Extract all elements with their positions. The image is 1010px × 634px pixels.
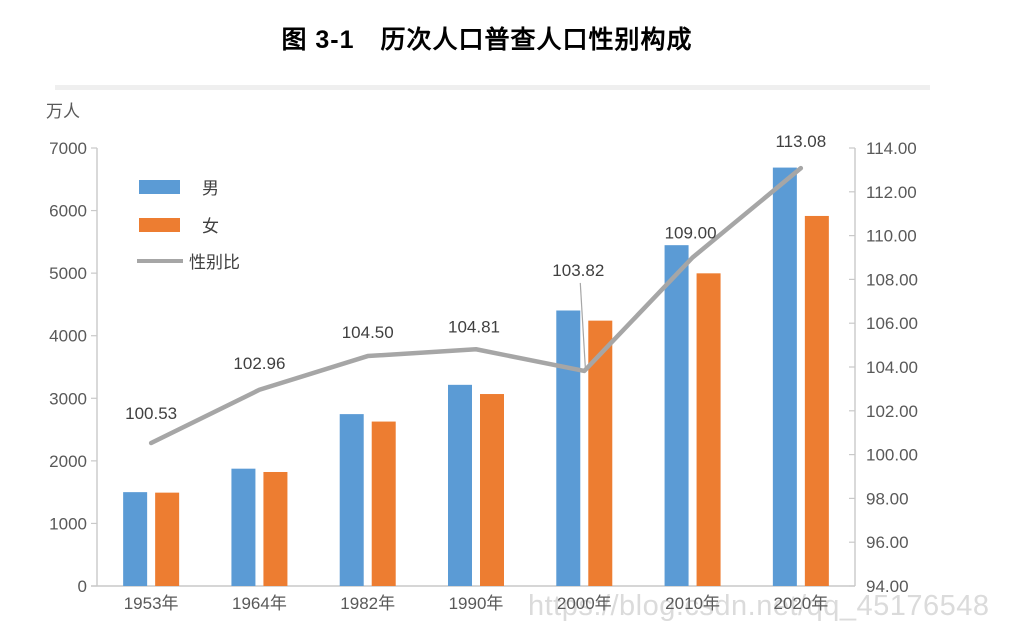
bar-female-2010年 bbox=[696, 273, 721, 586]
male-color-swatch-icon bbox=[139, 179, 180, 194]
left-axis-tick-label: 4000 bbox=[49, 327, 87, 346]
right-axis-tick-label: 114.00 bbox=[866, 139, 917, 158]
right-axis-tick-label: 108.00 bbox=[866, 270, 918, 289]
bar-male-1990年 bbox=[448, 384, 472, 586]
bar-female-1982年 bbox=[371, 421, 396, 586]
bar-male-2010年 bbox=[664, 245, 689, 586]
left-axis-tick-label: 1000 bbox=[49, 514, 87, 533]
left-axis-tick-label: 2000 bbox=[49, 452, 87, 471]
point-label-2010年: 109.00 bbox=[665, 224, 717, 243]
x-axis-category-label: 2010年 bbox=[665, 594, 720, 613]
right-axis-tick-label: 104.00 bbox=[866, 358, 918, 377]
left-axis-unit-label: 万人 bbox=[46, 102, 80, 121]
point-label-1982年: 104.50 bbox=[342, 323, 394, 342]
bar-male-2000年 bbox=[556, 310, 581, 586]
legend-ratio-label: 性别比 bbox=[189, 253, 240, 272]
left-axis-tick-label: 3000 bbox=[49, 389, 87, 408]
bar-female-2020年 bbox=[804, 215, 829, 586]
legend-item-ratio: 性别比 bbox=[137, 248, 240, 273]
left-axis-tick-label: 5000 bbox=[49, 264, 87, 283]
right-axis-tick-label: 112.00 bbox=[866, 183, 917, 202]
x-axis-category-label: 2020年 bbox=[773, 594, 828, 613]
bar-female-1953年 bbox=[155, 492, 180, 586]
ratio-line bbox=[148, 165, 804, 446]
right-axis-tick-label: 94.00 bbox=[866, 577, 909, 596]
left-axis-tick-label: 6000 bbox=[49, 202, 87, 221]
watermark: https://blog.csdn.net/qq_45176548 bbox=[528, 590, 990, 622]
bar-female-1990年 bbox=[480, 394, 504, 586]
right-axis-tick-label: 106.00 bbox=[866, 314, 918, 333]
x-axis-category-label: 1964年 bbox=[232, 594, 287, 613]
right-axis-tick-label: 102.00 bbox=[866, 402, 918, 421]
x-axis-category-label: 1990年 bbox=[449, 594, 504, 613]
chart-title: 图 3-1 历次人口普查人口性别构成 bbox=[281, 26, 693, 54]
legend-item-male: 男 bbox=[139, 174, 219, 199]
top-divider-band bbox=[55, 85, 930, 90]
x-axis-category-label: 1953年 bbox=[124, 594, 179, 613]
bar-male-1982年 bbox=[339, 414, 364, 586]
point-label-1953年: 100.53 bbox=[125, 404, 177, 423]
bar-male-1953年 bbox=[123, 492, 148, 586]
female-color-swatch-icon bbox=[139, 217, 180, 232]
point-label-2000年: 103.82 bbox=[552, 261, 604, 280]
right-axis-tick-label: 98.00 bbox=[866, 489, 909, 508]
x-axis-category-label: 1982年 bbox=[340, 594, 395, 613]
bar-male-2020年 bbox=[772, 167, 797, 587]
right-axis-tick-label: 96.00 bbox=[866, 533, 909, 552]
bar-female-1964年 bbox=[263, 471, 288, 586]
left-axis-tick-label: 0 bbox=[78, 577, 87, 596]
ratio-line-swatch-icon bbox=[137, 258, 183, 263]
bar-male-1964年 bbox=[231, 468, 256, 586]
right-axis-tick-label: 110.00 bbox=[866, 227, 917, 246]
legend-female-label: 女 bbox=[202, 217, 219, 236]
legend-male-label: 男 bbox=[202, 179, 219, 198]
point-label-1990年: 104.81 bbox=[448, 317, 500, 336]
point-label-leader-line bbox=[579, 282, 586, 367]
point-label-1964年: 102.96 bbox=[233, 354, 285, 373]
point-label-2020年: 113.08 bbox=[775, 132, 826, 151]
left-axis-tick-label: 7000 bbox=[49, 139, 87, 158]
right-axis-tick-label: 100.00 bbox=[866, 446, 918, 465]
legend-item-female: 女 bbox=[139, 212, 219, 237]
x-axis-category-label: 2000年 bbox=[557, 594, 612, 613]
